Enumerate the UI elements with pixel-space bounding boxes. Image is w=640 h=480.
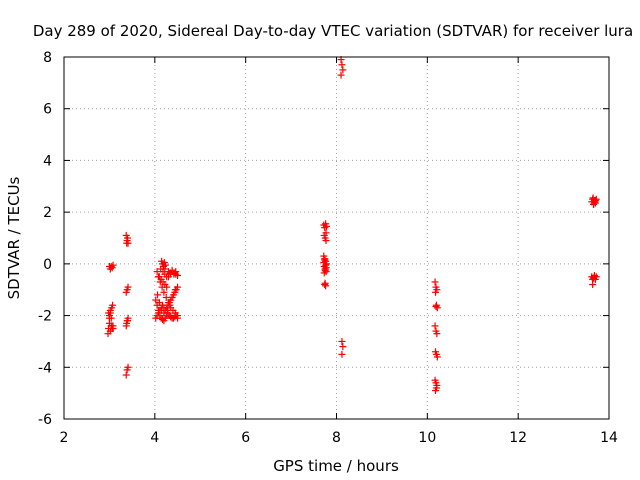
data-point: [154, 291, 162, 299]
x-tick-label: 2: [60, 430, 69, 446]
x-tick-label: 12: [509, 430, 527, 446]
data-point: [163, 273, 171, 281]
data-point: [158, 283, 166, 291]
y-tick-label: 4: [43, 153, 52, 169]
data-point: [337, 71, 345, 79]
y-tick-label: -6: [38, 412, 52, 428]
data-point: [433, 304, 441, 312]
x-axis-label: GPS time / hours: [273, 457, 399, 475]
data-point: [124, 283, 132, 291]
data-point: [321, 256, 329, 264]
y-axis-label: SDTVAR / TECUs: [5, 176, 23, 299]
data-point: [171, 286, 179, 294]
data-point: [174, 271, 182, 279]
data-point: [590, 200, 598, 208]
data-point: [433, 353, 441, 361]
data-point: [155, 299, 163, 307]
data-point: [322, 229, 330, 237]
data-point: [321, 279, 329, 287]
y-tick-label: -2: [38, 309, 52, 325]
data-point: [153, 268, 161, 276]
data-point: [322, 264, 330, 272]
y-tick-label: 2: [43, 205, 52, 221]
data-point: [160, 309, 168, 317]
data-point: [162, 293, 170, 301]
y-tick-label: 0: [43, 257, 52, 273]
data-point: [338, 61, 346, 69]
data-point: [174, 312, 182, 320]
data-point: [122, 371, 130, 379]
data-point: [433, 330, 441, 338]
data-point: [338, 350, 346, 358]
chart-title: Day 289 of 2020, Sidereal Day-to-day VTE…: [33, 22, 633, 40]
data-points: [104, 56, 600, 395]
x-axis-tick-labels: 2 4 6 8 10 12 14: [60, 430, 618, 446]
x-tick-label: 6: [241, 430, 250, 446]
data-point: [589, 281, 597, 289]
data-point: [168, 266, 176, 274]
data-point: [160, 288, 168, 296]
data-point: [152, 296, 160, 304]
data-point: [109, 301, 117, 309]
data-point: [432, 303, 440, 311]
y-tick-label: -4: [38, 360, 52, 376]
data-point: [109, 261, 117, 269]
y-axis-tick-labels: -6 -4 -2 0 2 4 6 8: [38, 50, 52, 428]
data-point: [431, 278, 439, 286]
data-point: [590, 271, 598, 279]
x-tick-label: 8: [332, 430, 341, 446]
data-point: [432, 288, 440, 296]
data-point: [122, 231, 130, 239]
data-point: [124, 239, 132, 247]
data-point: [339, 66, 347, 74]
data-point: [172, 268, 180, 276]
data-point: [322, 237, 330, 245]
data-point: [432, 384, 440, 392]
grid-lines: [64, 57, 609, 419]
data-point: [431, 322, 439, 330]
data-point: [124, 317, 132, 325]
data-point: [323, 222, 331, 230]
data-point: [339, 343, 347, 351]
data-point: [166, 301, 174, 309]
data-point: [124, 363, 132, 371]
y-tick-label: 6: [43, 102, 52, 118]
plot-frame: [63, 56, 610, 420]
x-tick-label: 4: [150, 430, 159, 446]
data-point: [338, 337, 346, 345]
data-point: [591, 197, 599, 205]
data-point: [156, 278, 164, 286]
data-point: [105, 314, 113, 322]
x-tick-label: 14: [600, 430, 618, 446]
data-point: [164, 306, 172, 314]
x-tick-label: 10: [418, 430, 436, 446]
data-point: [154, 273, 162, 281]
data-point: [168, 293, 176, 301]
data-point: [109, 325, 117, 332]
y-tick-label: 8: [43, 50, 52, 66]
